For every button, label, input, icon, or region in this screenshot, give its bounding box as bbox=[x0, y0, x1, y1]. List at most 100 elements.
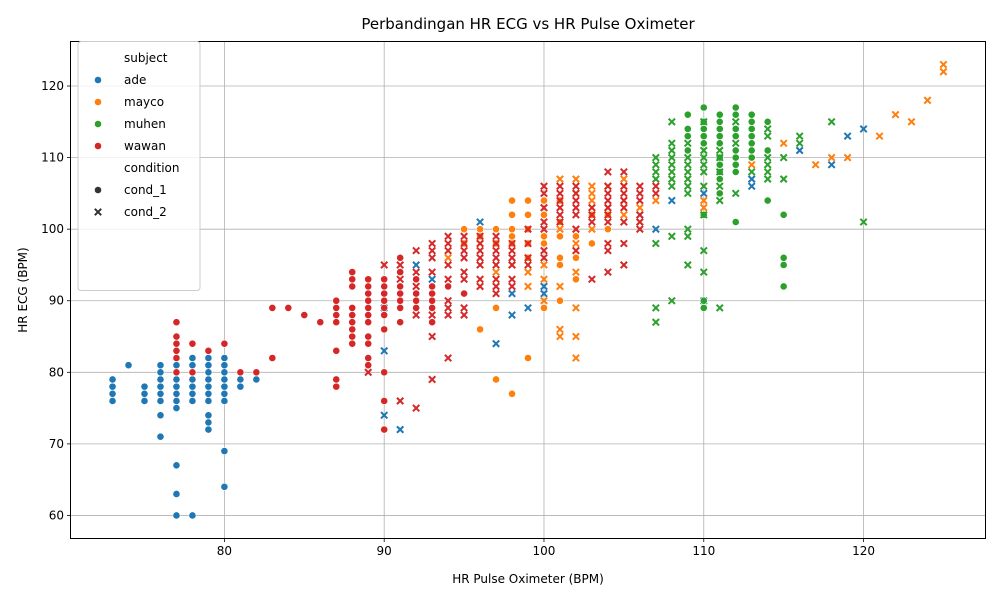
point-wawan-cond_1 bbox=[348, 332, 357, 341]
point-wawan-cond_2 bbox=[540, 253, 548, 262]
point-ade-cond_1 bbox=[252, 375, 261, 384]
point-wawan-cond_2 bbox=[603, 182, 612, 191]
point-muhen-cond_2 bbox=[667, 160, 676, 169]
point-wawan-cond_2 bbox=[396, 397, 405, 405]
point-wawan-cond_2 bbox=[540, 218, 548, 226]
point-ade-cond_2 bbox=[795, 146, 804, 155]
point-mayco-cond_2 bbox=[699, 196, 708, 205]
point-wawan-cond_1 bbox=[172, 346, 181, 355]
point-wawan-cond_2 bbox=[444, 239, 453, 248]
point-wawan-cond_2 bbox=[476, 261, 484, 269]
point-mayco-cond_2 bbox=[556, 332, 564, 341]
legend-label-cond_1: cond_1 bbox=[124, 183, 167, 197]
point-wawan-cond_2 bbox=[476, 282, 484, 291]
point-ade-cond_2 bbox=[476, 218, 484, 226]
point-ade-cond_2 bbox=[396, 425, 405, 434]
x-axis-label: HR Pulse Oximeter (BPM) bbox=[452, 572, 604, 586]
point-ade-cond_1 bbox=[172, 397, 181, 405]
grid-lines bbox=[71, 42, 985, 538]
point-muhen-cond_2 bbox=[795, 139, 804, 148]
point-wawan-cond_2 bbox=[588, 218, 596, 226]
point-wawan-cond_1 bbox=[380, 303, 389, 312]
point-muhen-cond_1 bbox=[763, 196, 772, 205]
point-wawan-cond_2 bbox=[444, 303, 453, 312]
point-muhen-cond_2 bbox=[763, 153, 772, 162]
point-muhen-cond_2 bbox=[699, 146, 708, 155]
point-ade-cond_2 bbox=[508, 289, 516, 298]
point-muhen-cond_2 bbox=[715, 153, 724, 162]
point-muhen-cond_2 bbox=[683, 232, 692, 241]
point-muhen-cond_1 bbox=[747, 139, 756, 148]
point-ade-cond_1 bbox=[220, 447, 229, 455]
point-muhen-cond_2 bbox=[795, 132, 804, 141]
point-ade-cond_2 bbox=[651, 225, 660, 234]
point-wawan-cond_2 bbox=[460, 311, 468, 319]
point-wawan-cond_2 bbox=[572, 225, 580, 234]
point-mayco-cond_1 bbox=[492, 375, 500, 384]
point-mayco-cond_2 bbox=[619, 175, 628, 183]
point-muhen-cond_2 bbox=[683, 175, 692, 183]
point-wawan-cond_1 bbox=[380, 325, 389, 334]
point-wawan-cond_1 bbox=[348, 303, 357, 312]
point-wawan-cond_1 bbox=[252, 368, 261, 377]
point-mayco-cond_2 bbox=[747, 160, 756, 169]
point-ade-cond_2 bbox=[428, 275, 437, 284]
point-wawan-cond_1 bbox=[396, 268, 405, 277]
point-muhen-cond_2 bbox=[699, 167, 708, 176]
point-mayco-cond_2 bbox=[939, 67, 948, 76]
point-wawan-cond_1 bbox=[316, 318, 325, 327]
point-wawan-cond_1 bbox=[428, 282, 437, 291]
point-wawan-cond_2 bbox=[428, 253, 437, 262]
series-ade bbox=[108, 125, 868, 520]
point-muhen-cond_1 bbox=[779, 210, 788, 219]
point-mayco-cond_2 bbox=[811, 160, 820, 169]
point-muhen-cond_2 bbox=[667, 139, 676, 148]
point-mayco-cond_2 bbox=[923, 96, 932, 105]
point-ade-cond_2 bbox=[747, 175, 756, 183]
point-ade-cond_2 bbox=[524, 303, 532, 312]
point-ade-cond_1 bbox=[204, 375, 213, 384]
point-wawan-cond_2 bbox=[619, 261, 628, 269]
point-muhen-cond_2 bbox=[699, 182, 708, 191]
point-wawan-cond_1 bbox=[172, 332, 181, 341]
y-tick-label: 100 bbox=[41, 222, 64, 236]
point-wawan-cond_2 bbox=[412, 282, 421, 291]
point-mayco-cond_2 bbox=[540, 261, 548, 269]
point-muhen-cond_2 bbox=[779, 153, 788, 162]
point-wawan-cond_1 bbox=[348, 339, 357, 348]
point-muhen-cond_2 bbox=[683, 189, 692, 198]
point-wawan-cond_2 bbox=[444, 261, 453, 269]
x-axis-ticks: 80 90 100 110 120 bbox=[217, 538, 875, 558]
point-ade-cond_1 bbox=[204, 418, 213, 427]
point-wawan-cond_2 bbox=[476, 246, 484, 255]
point-muhen-cond_2 bbox=[699, 210, 708, 219]
point-muhen-cond_1 bbox=[699, 125, 708, 133]
point-mayco-cond_2 bbox=[779, 139, 788, 148]
point-ade-cond_1 bbox=[220, 361, 229, 370]
point-wawan-cond_2 bbox=[428, 332, 437, 341]
point-ade-cond_2 bbox=[667, 196, 676, 205]
point-wawan-cond_1 bbox=[364, 339, 373, 348]
point-mayco-cond_1 bbox=[524, 196, 532, 205]
point-wawan-cond_2 bbox=[603, 196, 612, 205]
point-ade-cond_1 bbox=[220, 354, 229, 362]
point-muhen-cond_2 bbox=[651, 318, 660, 327]
point-ade-cond_1 bbox=[220, 397, 229, 405]
point-ade-cond_1 bbox=[188, 361, 197, 370]
point-muhen-cond_1 bbox=[731, 218, 740, 226]
point-ade-cond_1 bbox=[204, 382, 213, 391]
point-wawan-cond_1 bbox=[220, 339, 229, 348]
point-wawan-cond_1 bbox=[412, 275, 421, 284]
point-wawan-cond_2 bbox=[508, 239, 516, 248]
point-ade-cond_1 bbox=[124, 361, 133, 370]
point-wawan-cond_2 bbox=[603, 210, 612, 219]
point-ade-cond_1 bbox=[172, 382, 181, 391]
point-muhen-cond_1 bbox=[731, 168, 740, 176]
y-tick-label: 60 bbox=[49, 508, 64, 522]
point-muhen-cond_2 bbox=[683, 167, 692, 176]
legend-label-muhen: muhen bbox=[124, 117, 166, 131]
point-mayco-cond_2 bbox=[651, 196, 660, 205]
point-muhen-cond_1 bbox=[683, 132, 692, 141]
point-mayco-cond_2 bbox=[540, 275, 548, 284]
point-mayco-cond_2 bbox=[588, 196, 596, 205]
